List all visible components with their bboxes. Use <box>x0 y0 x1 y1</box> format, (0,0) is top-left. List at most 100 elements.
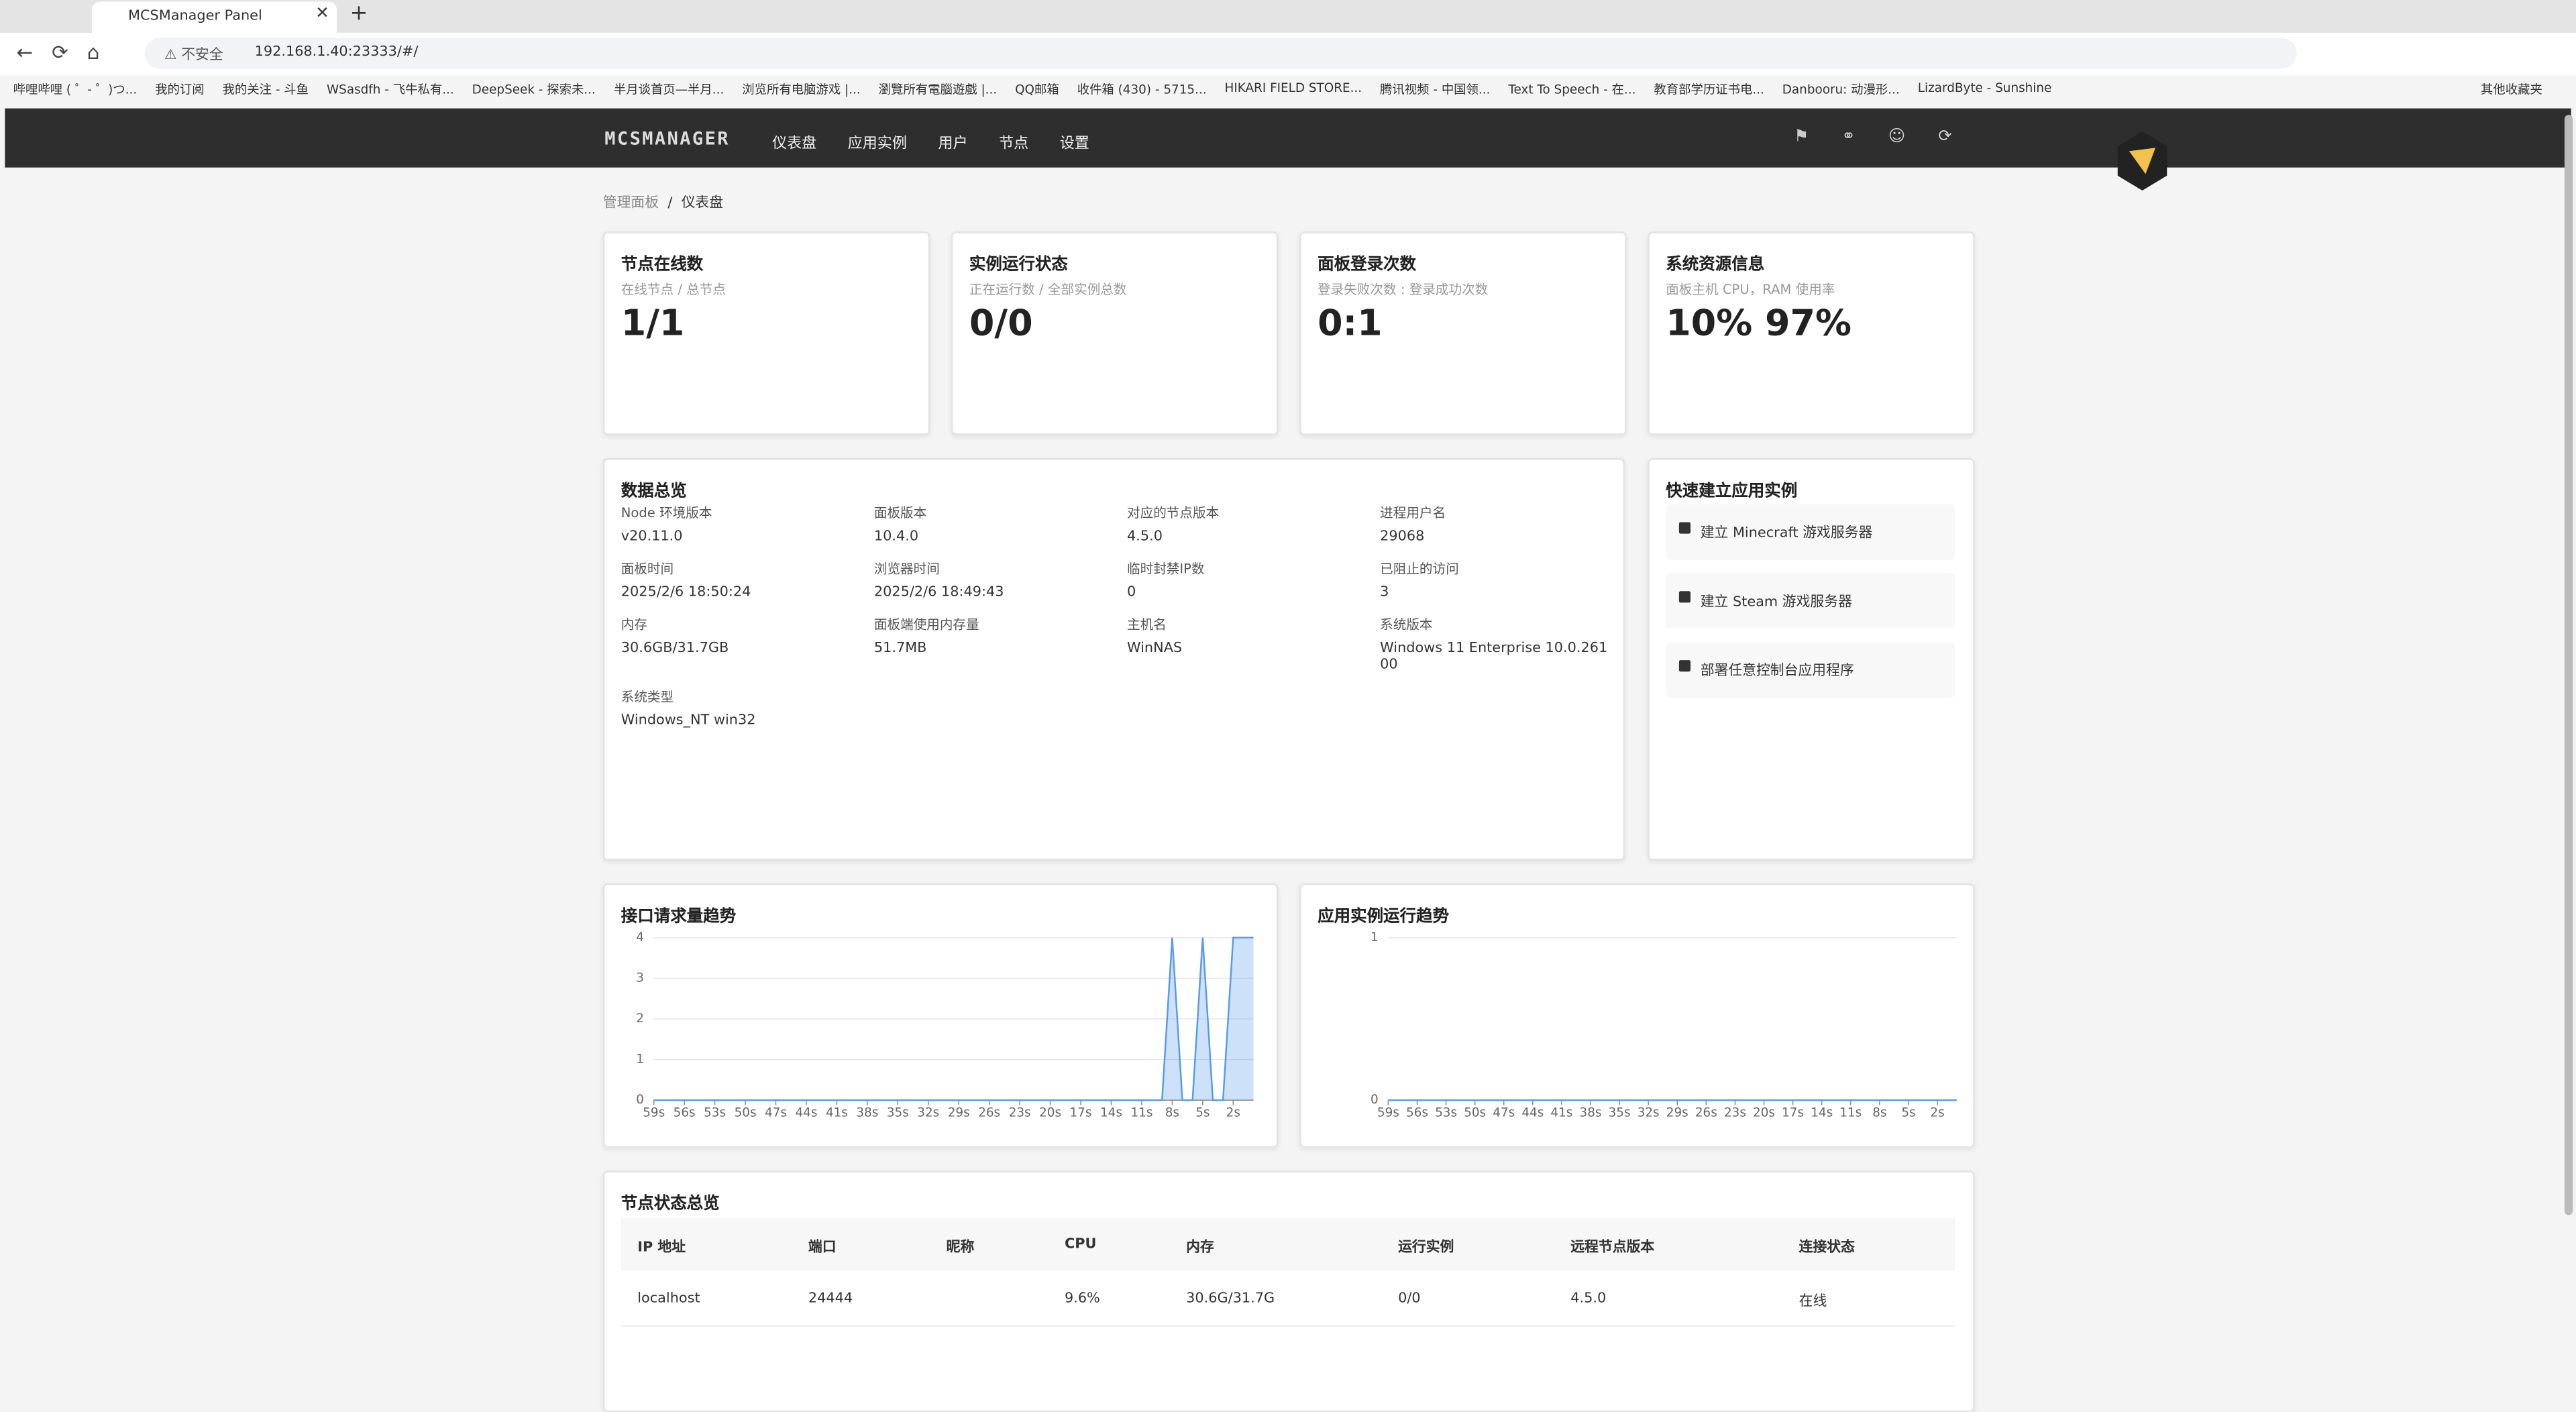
tab[interactable] <box>92 1 337 33</box>
item-label: 对应的节点版本 <box>1127 505 1220 521</box>
y-tick-label: 4 <box>636 930 644 944</box>
table-header-cell: 连接状态 <box>1799 1240 1855 1256</box>
table-cell: 9.6% <box>1064 1291 1100 1307</box>
bookmark[interactable]: 腾讯视频 - 中国领... <box>1380 82 1491 97</box>
y-tick-label: 3 <box>636 971 644 985</box>
stat-card: 实例运行状态 正在运行数 / 全部实例总数 0/0 <box>951 231 1279 435</box>
table-header-cell: CPU <box>1064 1236 1097 1253</box>
stat-card: 面板登录次数登录失败次数 : 登录成功次数 0:1 <box>1299 231 1627 435</box>
x-tick-label: 56s <box>674 1106 696 1120</box>
overview-item: 浏览器时间 2025/2/6 18:49:43 <box>874 560 1127 601</box>
x-tick-label: 56s <box>1406 1106 1428 1120</box>
quick-item[interactable]: 部署任意控制台应用程序 <box>1666 642 1955 698</box>
quick-icon <box>1678 660 1691 672</box>
bookmark[interactable]: 我的关注 - 斗鱼 <box>222 82 309 97</box>
overview-item: 内存 30.6GB/31.7GB <box>621 616 874 673</box>
item-value: 51.7MB <box>873 640 927 657</box>
nav-icons[interactable]: ⚑⚭☺⟳ <box>1794 127 1985 146</box>
table-header <box>621 1218 1955 1271</box>
nav-item[interactable]: 应用实例 <box>847 136 907 153</box>
logo[interactable]: MCSMANAGER <box>604 127 730 150</box>
x-tick-label: 59s <box>1377 1106 1399 1120</box>
x-tick-label: 2s <box>1930 1106 1944 1120</box>
bookmark[interactable]: LizardByte - Sunshine <box>1917 80 2052 95</box>
item-label: 内存 <box>621 617 647 633</box>
bookmark[interactable]: 哔哩哔哩 ( ゜- ゜)つ... <box>13 82 138 97</box>
stat-subtitle: 正在运行数 / 全部实例总数 <box>969 282 1127 298</box>
table-cell: 4.5.0 <box>1570 1291 1607 1307</box>
x-tick-label: 23s <box>1009 1106 1031 1120</box>
bookmarks: 哔哩哔哩 ( ゜- ゜)つ... 我的订阅 我的关注 - 斗鱼 WSasdfh - 飞… <box>13 80 2052 99</box>
bookmark[interactable]: WSasdfh - 飞牛私有... <box>327 82 454 97</box>
item-label: 临时封禁IP数 <box>1127 561 1205 577</box>
table-header-cell: 端口 <box>808 1240 837 1256</box>
stat-subtitle: 在线节点 / 总节点 <box>621 282 726 298</box>
x-tick-label: 32s <box>917 1106 939 1120</box>
card-title: 面板登录次数 <box>1318 256 1417 274</box>
quick-item[interactable]: 建立 Minecraft 游戏服务器 <box>1666 504 1955 560</box>
x-tick-label: 5s <box>1901 1106 1915 1120</box>
item-label: 系统类型 <box>621 690 674 705</box>
item-value: 0 <box>1127 584 1136 601</box>
x-tick-label: 14s <box>1100 1106 1122 1120</box>
crumb[interactable]: 管理面板 <box>602 195 659 212</box>
quick-item[interactable]: 建立 Steam 游戏服务器 <box>1666 573 1955 629</box>
x-tick-label: 59s <box>643 1106 665 1120</box>
x-tick-label: 14s <box>1811 1106 1833 1120</box>
item-label: Node 环境版本 <box>621 505 712 521</box>
x-tick-label: 50s <box>735 1106 757 1120</box>
x-tick-label: 8s <box>1872 1106 1886 1120</box>
table-cell: 0/0 <box>1398 1291 1421 1307</box>
stat-subtitle: 面板主机 CPU，RAM 使用率 <box>1666 282 1835 298</box>
bookmark[interactable]: 浏览所有电脑游戏 |... <box>742 82 861 97</box>
nav-item[interactable]: 仪表盘 <box>772 136 817 153</box>
x-tick-label: 11s <box>1839 1106 1862 1120</box>
x-tick-label: 38s <box>856 1106 878 1120</box>
bookmark[interactable]: 我的订阅 <box>155 82 205 97</box>
overview-item: 面板时间 2025/2/6 18:50:24 <box>621 560 874 601</box>
bookmark[interactable]: Danbooru: 动漫形... <box>1782 82 1900 97</box>
quick-text: 建立 Minecraft 游戏服务器 <box>1700 525 1873 542</box>
x-tick-label: 35s <box>887 1106 909 1120</box>
bookmark[interactable]: 半月谈首页—半月... <box>613 82 724 97</box>
chart-title: 应用实例运行趋势 <box>1318 908 1450 926</box>
bookmark[interactable]: 收件箱 (430) - 5715... <box>1077 82 1207 97</box>
nav-item[interactable]: 用户 <box>938 136 968 153</box>
line <box>653 936 1254 1101</box>
table-cell: 在线 <box>1799 1294 1827 1311</box>
row-line <box>621 1325 1955 1327</box>
x-tick-label: 17s <box>1070 1106 1092 1120</box>
other-bookmarks[interactable]: 其他收藏夹 <box>2480 82 2542 97</box>
stat-subtitle: 登录失败次数 : 登录成功次数 <box>1318 282 1489 298</box>
close[interactable]: ✕ <box>315 5 329 23</box>
nav-item[interactable]: 节点 <box>999 136 1029 153</box>
bookmark[interactable]: Text To Speech - 在... <box>1508 82 1636 97</box>
bookmark[interactable]: HIKARI FIELD STORE... <box>1224 80 1362 95</box>
bookmark[interactable]: 教育部学历证书电... <box>1654 82 1764 97</box>
nav-buttons[interactable]: ← ⟳ ⌂ <box>16 41 100 64</box>
quick-text: 建立 Steam 游戏服务器 <box>1700 594 1852 611</box>
item-label: 浏览器时间 <box>873 561 940 577</box>
quick-icon <box>1678 591 1691 603</box>
x-tick-label: 38s <box>1580 1106 1602 1120</box>
scrollbar[interactable] <box>2564 115 2573 1215</box>
bookmark[interactable]: 瀏覽所有電腦遊戲 |... <box>878 82 998 97</box>
avatar[interactable] <box>2116 131 2168 191</box>
bookmark[interactable]: QQ邮箱 <box>1015 82 1059 97</box>
overview-item: 面板版本 10.4.0 <box>874 504 1127 545</box>
bookmark[interactable]: DeepSeek - 探索未... <box>472 82 596 97</box>
x-tick-label: 44s <box>795 1106 817 1120</box>
card-title: 节点在线数 <box>621 256 704 274</box>
x-tick-label: 8s <box>1165 1106 1179 1120</box>
overview-item: Node 环境版本 v20.11.0 <box>621 504 874 545</box>
item-value: 29068 <box>1380 529 1425 545</box>
stat-value: 0:1 <box>1318 303 1383 345</box>
address-bar[interactable] <box>144 38 2297 69</box>
nav-item[interactable]: 设置 <box>1059 136 1089 153</box>
x-tick-label: 47s <box>765 1106 787 1120</box>
stat-value: 10% 97% <box>1666 303 1851 345</box>
new-tab[interactable]: + <box>350 1 368 27</box>
item-value: v20.11.0 <box>621 529 683 545</box>
nav-items: 仪表盘 应用实例 用户 节点 设置 <box>772 131 1089 153</box>
